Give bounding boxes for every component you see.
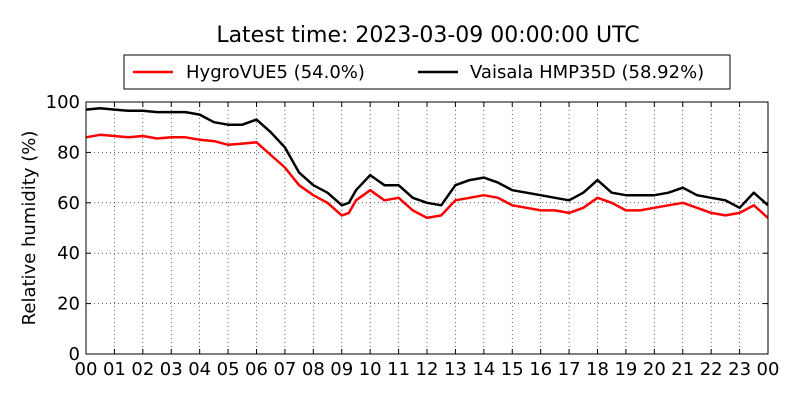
chart-legend: HygroVUE5 (54.0%) Vaisala HMP35D (58.92%…: [123, 54, 731, 90]
x-tick-label: 17: [558, 359, 581, 380]
x-tick-label: 02: [131, 359, 154, 380]
series-line-vaisala: [85, 107, 769, 210]
y-axis-label: Relative humidity (%): [19, 131, 40, 326]
x-tick-label: 03: [160, 359, 183, 380]
x-tick-label: 16: [529, 359, 552, 380]
x-tick-label: 04: [188, 359, 211, 380]
x-tick-label: 19: [614, 359, 637, 380]
x-tick-label: 01: [103, 359, 126, 380]
x-tick-label: 14: [472, 359, 495, 380]
x-tick-label: 15: [501, 359, 524, 380]
y-tick-label: 60: [57, 193, 80, 214]
x-tick-label: 00: [757, 359, 780, 380]
x-tick-label: 11: [387, 359, 410, 380]
x-tick-label: 12: [416, 359, 439, 380]
x-tick-label: 08: [302, 359, 325, 380]
series-line-hygrovue5: [85, 133, 769, 220]
y-tick-label: 20: [57, 294, 80, 315]
x-tick-label: 18: [586, 359, 609, 380]
legend-label-hygrovue5: HygroVUE5 (54.0%): [186, 62, 365, 83]
x-tick-label: 20: [643, 359, 666, 380]
y-tick-label: 40: [57, 243, 80, 264]
x-tick-label: 10: [359, 359, 382, 380]
legend-label-vaisala: Vaisala HMP35D (58.92%): [470, 62, 704, 83]
series-layer: [85, 107, 769, 220]
x-tick-label: 07: [273, 359, 296, 380]
y-tick-labels: 0 20 40 60 80 100: [46, 92, 80, 365]
y-tick-label: 100: [46, 92, 80, 113]
x-tick-label: 09: [330, 359, 353, 380]
chart-title: Latest time: 2023-03-09 00:00:00 UTC: [216, 23, 639, 48]
x-tick-label: 23: [728, 359, 751, 380]
axis-ticks: [85, 101, 769, 355]
x-tick-label: 06: [245, 359, 268, 380]
x-tick-label: 22: [700, 359, 723, 380]
y-tick-label: 80: [57, 142, 80, 163]
x-tick-label: 21: [671, 359, 694, 380]
grid-lines: [86, 102, 768, 354]
x-tick-labels: 00 01 02 03 04 05 06 07 08 09 10 11 12 13 14 15 16 17 18 19…: [75, 359, 780, 380]
x-tick-label: 13: [444, 359, 467, 380]
x-tick-label: 00: [75, 359, 98, 380]
x-tick-label: 05: [217, 359, 240, 380]
plot-frame: [85, 101, 769, 355]
y-tick-label: 0: [69, 344, 80, 365]
